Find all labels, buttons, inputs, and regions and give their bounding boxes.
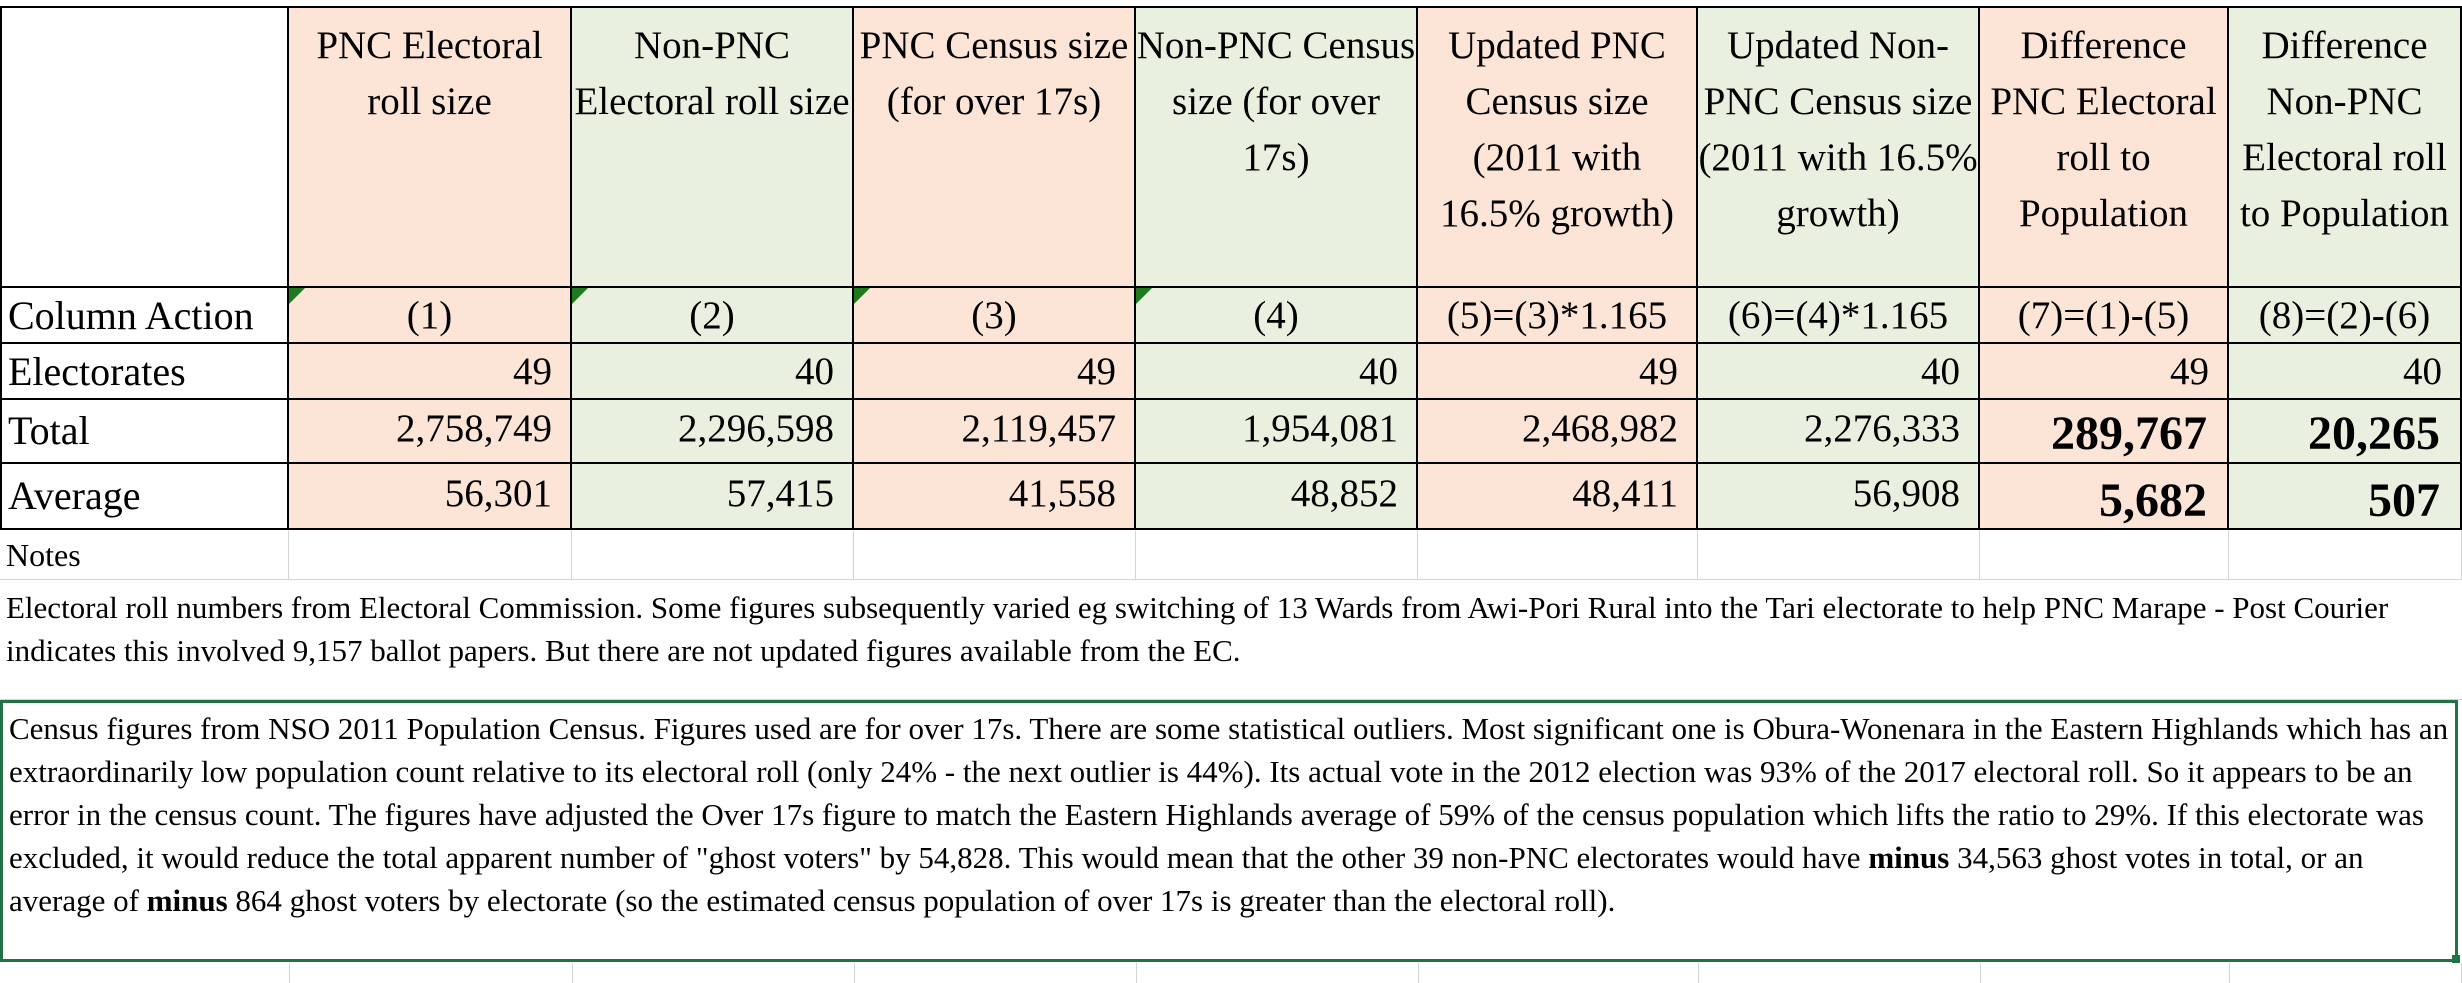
census-note-bold-minus: minus xyxy=(1868,840,1950,875)
average-cell[interactable]: 57,415 xyxy=(572,464,854,530)
comment-marker-icon[interactable] xyxy=(572,288,588,304)
total-difference-non-pnc[interactable]: 20,265 xyxy=(2229,400,2462,464)
average-cell[interactable]: 56,908 xyxy=(1698,464,1980,530)
total-cell[interactable]: 2,468,982 xyxy=(1418,400,1698,464)
action-value: (3) xyxy=(971,294,1017,337)
comment-marker-icon[interactable] xyxy=(289,288,305,304)
action-value: (4) xyxy=(1253,294,1299,337)
electorates-cell[interactable]: 49 xyxy=(854,344,1136,400)
census-note-text: 34,563 ghost votes in total, or an avera… xyxy=(9,840,2364,918)
electoral-roll-note[interactable]: Electoral roll numbers from Electoral Co… xyxy=(0,582,2462,700)
empty-cell[interactable] xyxy=(1980,530,2229,580)
grid-line xyxy=(1418,963,1419,983)
row-label-column-action[interactable]: Column Action xyxy=(0,288,289,344)
header-updated-non-pnc-census[interactable]: Updated Non-PNC Census size (2011 with 1… xyxy=(1698,6,1980,288)
total-cell[interactable]: 2,276,333 xyxy=(1698,400,1980,464)
action-cell[interactable]: (8)=(2)-(6) xyxy=(2229,288,2462,344)
action-cell[interactable]: (6)=(4)*1.165 xyxy=(1698,288,1980,344)
action-cell[interactable]: (4) xyxy=(1136,288,1418,344)
header-non-pnc-census[interactable]: Non-PNC Census size (for over 17s) xyxy=(1136,6,1418,288)
total-difference-pnc[interactable]: 289,767 xyxy=(1980,400,2229,464)
electorates-cell[interactable]: 49 xyxy=(1418,344,1698,400)
total-cell[interactable]: 2,758,749 xyxy=(289,400,572,464)
electorates-cell[interactable]: 49 xyxy=(1980,344,2229,400)
electorates-cell[interactable]: 40 xyxy=(1136,344,1418,400)
action-cell[interactable]: (1) xyxy=(289,288,572,344)
header-non-pnc-electoral-roll[interactable]: Non-PNC Electoral roll size xyxy=(572,6,854,288)
empty-cell[interactable] xyxy=(1698,530,1980,580)
comment-marker-icon[interactable] xyxy=(1136,288,1152,304)
electorates-cell[interactable]: 49 xyxy=(289,344,572,400)
average-difference-pnc[interactable]: 5,682 xyxy=(1980,464,2229,530)
fill-handle[interactable] xyxy=(2452,955,2460,963)
action-cell[interactable]: (7)=(1)-(5) xyxy=(1980,288,2229,344)
electorates-cell[interactable]: 40 xyxy=(572,344,854,400)
empty-cell[interactable] xyxy=(1136,530,1418,580)
header-pnc-electoral-roll[interactable]: PNC Electoral roll size xyxy=(289,6,572,288)
empty-cell[interactable] xyxy=(2229,530,2462,580)
census-note-text: Census figures from NSO 2011 Population … xyxy=(9,711,2449,875)
grid-line xyxy=(1136,963,1137,983)
census-note-text: 864 ghost voters by electorate (so the e… xyxy=(227,883,1616,918)
header-difference-pnc[interactable]: Difference PNC Electoral roll to Populat… xyxy=(1980,6,2229,288)
grid-line xyxy=(289,963,290,983)
census-note[interactable]: Census figures from NSO 2011 Population … xyxy=(0,700,2458,962)
header-difference-non-pnc[interactable]: Difference Non-PNC Electoral roll to Pop… xyxy=(2229,6,2462,288)
grid-line xyxy=(1698,963,1699,983)
empty-row[interactable] xyxy=(0,963,2462,983)
empty-cell[interactable] xyxy=(289,530,572,580)
electorates-cell[interactable]: 40 xyxy=(1698,344,1980,400)
empty-cell[interactable] xyxy=(572,530,854,580)
average-cell[interactable]: 48,852 xyxy=(1136,464,1418,530)
header-pnc-census[interactable]: PNC Census size (for over 17s) xyxy=(854,6,1136,288)
grid-line xyxy=(572,963,573,983)
total-cell[interactable]: 1,954,081 xyxy=(1136,400,1418,464)
average-cell[interactable]: 41,558 xyxy=(854,464,1136,530)
grid-line xyxy=(1980,963,1981,983)
row-label-electorates[interactable]: Electorates xyxy=(0,344,289,400)
action-value: (1) xyxy=(406,294,453,337)
empty-cell[interactable] xyxy=(1418,530,1698,580)
notes-label-cell[interactable]: Notes xyxy=(0,530,289,580)
action-cell[interactable]: (5)=(3)*1.165 xyxy=(1418,288,1698,344)
average-cell[interactable]: 48,411 xyxy=(1418,464,1698,530)
action-value: (2) xyxy=(689,294,735,337)
row-label-total[interactable]: Total xyxy=(0,400,289,464)
action-cell[interactable]: (2) xyxy=(572,288,854,344)
total-cell[interactable]: 2,119,457 xyxy=(854,400,1136,464)
grid-line xyxy=(2229,963,2230,983)
grid-line xyxy=(854,963,855,983)
total-cell[interactable]: 2,296,598 xyxy=(572,400,854,464)
row-label-average[interactable]: Average xyxy=(0,464,289,530)
action-cell[interactable]: (3) xyxy=(854,288,1136,344)
comment-marker-icon[interactable] xyxy=(854,288,870,304)
electoral-roll-note-text: Electoral roll numbers from Electoral Co… xyxy=(6,590,2389,668)
header-updated-pnc-census[interactable]: Updated PNC Census size (2011 with 16.5%… xyxy=(1418,6,1698,288)
census-note-bold-minus: minus xyxy=(146,883,228,918)
notes-label: Notes xyxy=(6,537,81,573)
average-cell[interactable]: 56,301 xyxy=(289,464,572,530)
electorates-cell[interactable]: 40 xyxy=(2229,344,2462,400)
corner-cell[interactable] xyxy=(0,6,289,288)
empty-cell[interactable] xyxy=(854,530,1136,580)
average-difference-non-pnc[interactable]: 507 xyxy=(2229,464,2462,530)
